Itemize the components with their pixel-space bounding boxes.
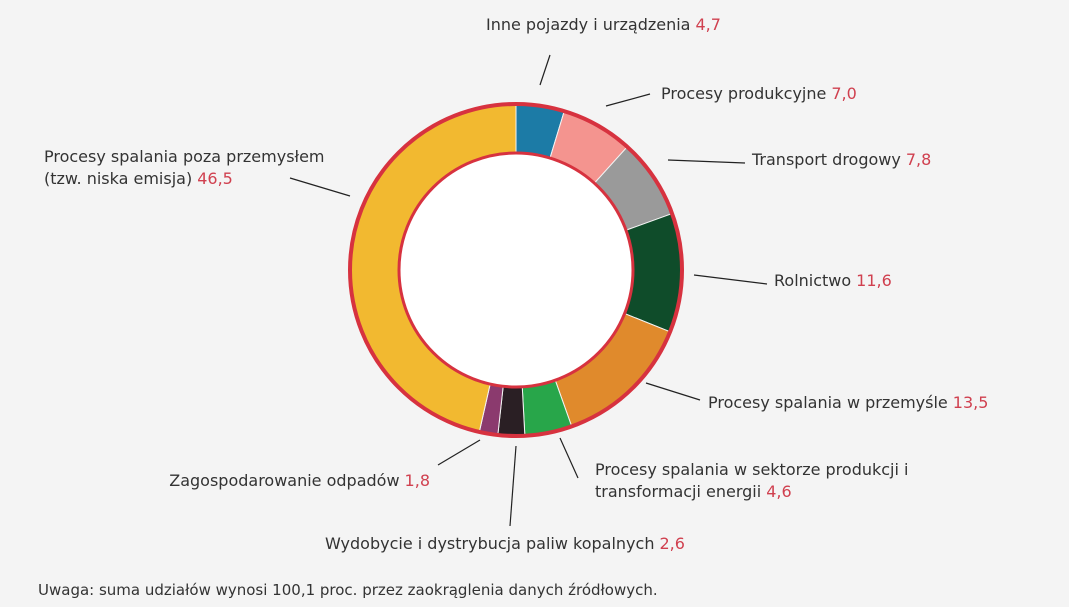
leader-line: [437, 439, 481, 466]
value-label: 46,5: [197, 169, 233, 188]
leader-line: [667, 159, 746, 164]
value-label: 2,6: [659, 534, 685, 553]
value-label: 4,6: [766, 482, 792, 501]
category-label: Procesy spalania w sektorze produkcji i …: [595, 460, 909, 501]
leader-line: [509, 445, 517, 527]
label: Procesy spalania poza przemysłem (tzw. n…: [44, 146, 354, 190]
label: Rolnictwo 11,6: [774, 270, 974, 292]
category-label: Procesy produkcyjne: [661, 84, 827, 103]
note: Uwaga: suma udziałów wynosi 100,1 proc. …: [38, 581, 658, 599]
leader-line: [559, 437, 579, 479]
leader-line: [645, 382, 701, 401]
label: Inne pojazdy i urządzenia 4,7: [486, 14, 786, 36]
leader-line: [605, 93, 651, 107]
category-label: Procesy spalania w przemyśle: [708, 393, 948, 412]
label: Zagospodarowanie odpadów 1,8: [100, 470, 430, 492]
leader-line: [289, 177, 351, 197]
label: Procesy spalania w sektorze produkcji i …: [595, 459, 945, 503]
category-label: Transport drogowy: [752, 150, 901, 169]
leader-line: [693, 274, 768, 285]
value-label: 13,5: [952, 393, 989, 412]
label: Procesy produkcyjne 7,0: [661, 83, 961, 105]
category-label: Zagospodarowanie odpadów: [169, 471, 400, 490]
value-label: 1,8: [404, 471, 430, 490]
value-label: 7,0: [831, 84, 857, 103]
label: Wydobycie i dystrybucja paliw kopalnych 2…: [325, 533, 725, 555]
label: Procesy spalania w przemyśle 13,5: [708, 392, 1038, 414]
outer-ring: [348, 102, 684, 438]
category-label: Procesy spalania poza przemysłem (tzw. n…: [44, 147, 325, 188]
inner-ring: [397, 151, 635, 389]
leader-line: [539, 54, 551, 86]
value-label: 7,8: [905, 150, 932, 169]
value-label: 11,6: [856, 271, 892, 290]
category-label: Rolnictwo: [774, 271, 852, 290]
value-label: 4,7: [695, 15, 721, 34]
label: Transport drogowy 7,8: [752, 149, 1052, 171]
category-label: Wydobycie i dystrybucja paliw kopalnych: [325, 534, 655, 553]
category-label: Inne pojazdy i urządzenia: [486, 15, 691, 34]
